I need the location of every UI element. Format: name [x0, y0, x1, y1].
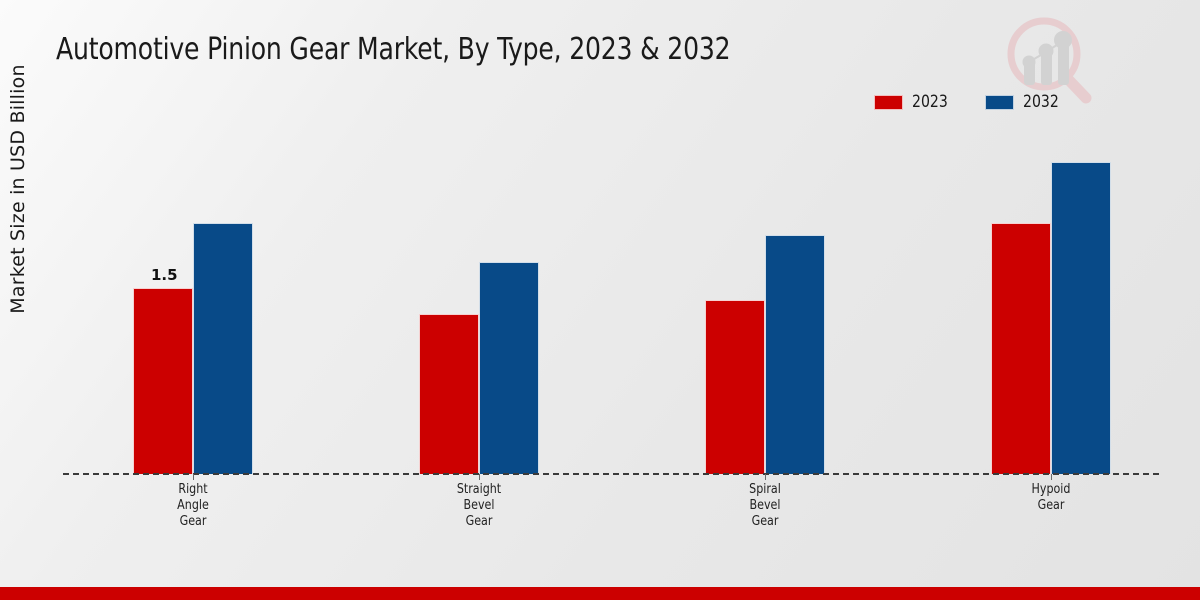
x-axis-baseline	[63, 473, 1159, 475]
bar-group	[419, 140, 539, 474]
bar-group	[705, 140, 825, 474]
bar-2032-1[interactable]	[479, 262, 539, 474]
chart-legend: 2023 2032	[874, 92, 1062, 112]
legend-item-2032[interactable]: 2032	[985, 92, 1062, 112]
chart-title: Automotive Pinion Gear Market, By Type, …	[56, 32, 731, 67]
bar-2032-0[interactable]	[193, 223, 253, 474]
bar-group	[991, 140, 1111, 474]
x-axis-tickmark	[479, 474, 480, 480]
footer-accent-bar	[0, 587, 1200, 600]
bar-2023-2[interactable]	[705, 300, 765, 474]
bar-group: 1.5	[133, 140, 253, 474]
bar-2023-3[interactable]	[991, 223, 1051, 474]
x-axis-tickmark	[193, 474, 194, 480]
bar-2023-0[interactable]	[133, 288, 193, 474]
x-axis-tick-label: Hypoid Gear	[1031, 482, 1071, 513]
legend-label-2023: 2023	[912, 92, 948, 112]
x-axis-tick-label: Right Angle Gear	[177, 482, 209, 529]
x-axis-tickmark	[765, 474, 766, 480]
bar-2023-1[interactable]	[419, 314, 479, 474]
x-axis-tick-label: Straight Bevel Gear	[456, 482, 502, 529]
legend-label-2032: 2032	[1023, 92, 1059, 112]
bar-2032-2[interactable]	[765, 235, 825, 474]
legend-item-2023[interactable]: 2023	[874, 92, 951, 112]
x-axis-tickmark	[1051, 474, 1052, 480]
y-axis-title: Market Size in USD Billion	[7, 64, 29, 314]
x-axis-tick-label: Spiral Bevel Gear	[749, 482, 781, 529]
bar-2032-3[interactable]	[1051, 162, 1111, 474]
legend-swatch-2032	[985, 94, 1015, 110]
plot-area: 1.5	[63, 140, 1159, 474]
legend-swatch-2023	[874, 94, 904, 110]
bar-value-label: 1.5	[151, 266, 178, 284]
